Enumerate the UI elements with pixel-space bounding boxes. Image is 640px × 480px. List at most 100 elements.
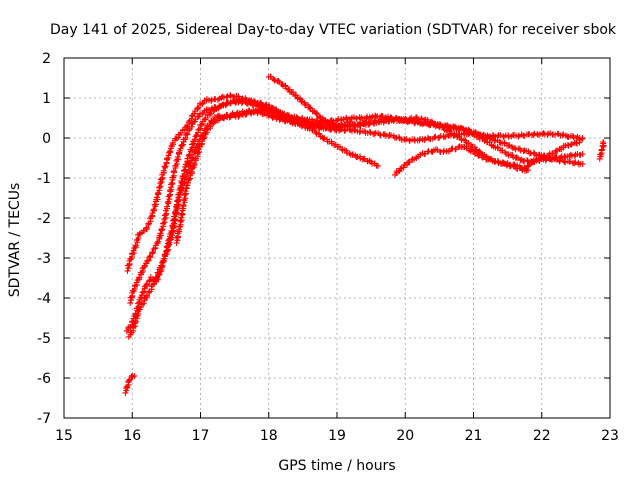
data-point <box>388 132 395 139</box>
data-point <box>178 186 185 193</box>
data-point <box>191 136 198 143</box>
data-point <box>560 131 567 138</box>
data-point <box>402 116 409 123</box>
data-point <box>188 168 195 175</box>
data-point <box>194 105 201 112</box>
data-point <box>465 127 472 134</box>
data-point <box>305 119 312 126</box>
data-point <box>155 190 162 197</box>
data-point <box>321 135 328 142</box>
data-point <box>343 114 350 121</box>
y-tick-label: -1 <box>37 171 51 187</box>
data-point <box>194 113 201 120</box>
data-point <box>137 304 144 311</box>
data-point <box>157 180 164 187</box>
y-tick-label: -4 <box>37 291 51 307</box>
tick-labels: 15 16 17 18 19 20 21 22 23 -7 -6 -5 -4 -3 -2 -1 0 1 2 <box>37 51 619 444</box>
data-point <box>347 119 354 125</box>
data-point <box>163 210 170 217</box>
data-point <box>177 145 184 152</box>
data-point <box>542 157 549 164</box>
data-point <box>579 135 586 141</box>
y-tick-label: -6 <box>37 371 51 387</box>
data-point <box>312 109 319 116</box>
data-point <box>403 136 410 143</box>
data-point <box>513 154 520 161</box>
data-point <box>153 194 160 201</box>
data-point <box>296 121 303 128</box>
data-point <box>251 100 258 107</box>
x-tick-label: 15 <box>55 428 73 444</box>
data-point <box>517 157 524 164</box>
data-point <box>504 162 511 169</box>
data-point <box>568 141 575 148</box>
data-point <box>511 145 518 152</box>
data-point <box>195 149 202 156</box>
data-point <box>200 135 207 142</box>
data-point <box>364 113 371 120</box>
data-point <box>348 128 355 135</box>
data-point <box>356 129 363 136</box>
data-point <box>135 310 142 317</box>
data-point <box>428 118 435 125</box>
data-point <box>552 131 559 138</box>
data-point <box>182 174 189 181</box>
x-tick-label: 17 <box>192 428 210 444</box>
data-point <box>366 128 373 135</box>
data-point <box>173 207 180 214</box>
data-point <box>553 154 560 161</box>
data-point <box>528 150 535 157</box>
data-point <box>306 104 313 111</box>
data-point <box>158 262 165 269</box>
data-point <box>529 159 536 166</box>
data-point <box>191 160 198 167</box>
data-point <box>432 133 439 140</box>
data-point <box>315 122 322 129</box>
x-tick-label: 20 <box>396 428 414 444</box>
y-axis-label: SDTVAR / TECUs <box>7 183 23 298</box>
data-point <box>152 275 159 282</box>
data-point <box>169 232 176 239</box>
data-point <box>135 234 142 241</box>
data-point <box>530 149 537 156</box>
data-point <box>321 117 328 124</box>
data-point <box>421 137 428 144</box>
data-point <box>494 158 501 165</box>
data-point <box>153 274 160 281</box>
data-point <box>377 132 384 139</box>
data-point <box>301 118 308 125</box>
data-point <box>442 133 449 140</box>
data-point <box>154 239 161 246</box>
series-track-8 <box>122 372 138 396</box>
data-point <box>507 163 514 170</box>
data-point <box>568 141 574 148</box>
data-point <box>526 130 533 137</box>
data-point <box>461 136 468 143</box>
data-point <box>140 300 147 307</box>
data-point <box>358 114 365 121</box>
data-point <box>521 132 528 139</box>
data-point <box>497 132 504 139</box>
data-point <box>214 96 221 103</box>
data-point <box>131 373 138 379</box>
data-point <box>208 97 215 104</box>
series-track-5 <box>173 106 532 246</box>
data-point <box>147 277 153 284</box>
data-point <box>155 238 162 245</box>
data-point <box>180 202 187 209</box>
data-point <box>313 117 320 124</box>
data-point <box>271 76 278 83</box>
data-point <box>177 189 184 196</box>
data-point <box>145 257 152 264</box>
data-point <box>396 134 403 141</box>
data-point <box>201 134 208 141</box>
data-point <box>525 163 532 170</box>
data-point <box>124 267 131 274</box>
data-point <box>223 94 230 101</box>
chart-title: Day 141 of 2025, Sidereal Day-to-day VTE… <box>50 22 617 38</box>
data-point <box>556 157 563 164</box>
data-point <box>173 209 180 216</box>
data-point <box>579 161 586 167</box>
data-point <box>166 148 173 155</box>
